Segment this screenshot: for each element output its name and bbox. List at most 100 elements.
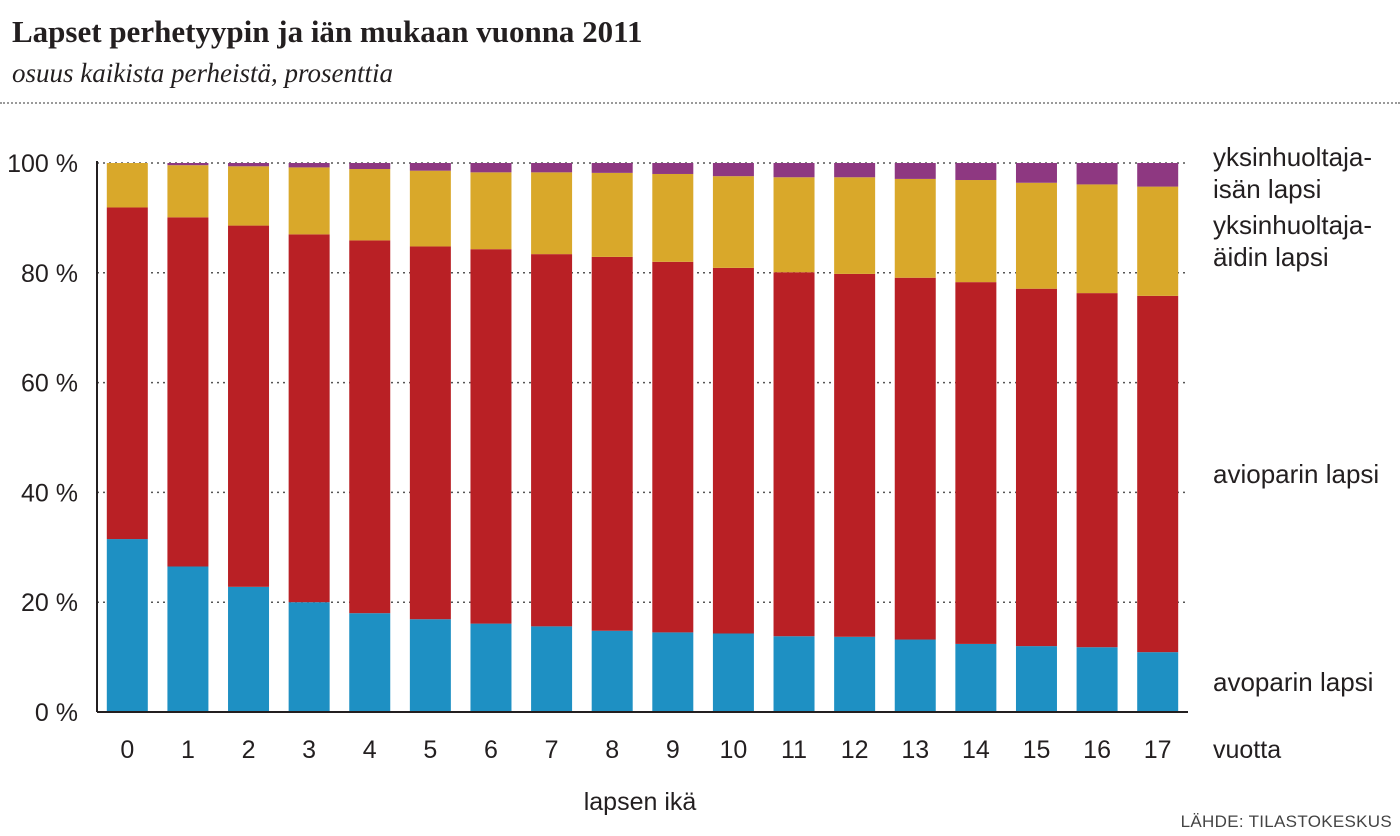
bar-segment <box>773 163 815 178</box>
bar-segment <box>591 256 633 631</box>
bar-segment <box>470 249 512 624</box>
bar-segment <box>288 163 330 168</box>
bar-segment <box>470 172 512 250</box>
bar-segment <box>773 272 815 637</box>
bar-segment <box>591 163 633 173</box>
bar-segment <box>1137 186 1179 296</box>
bar-segment <box>712 267 754 634</box>
y-tick-label: 60 % <box>21 370 78 398</box>
bar-segment <box>470 163 512 173</box>
chart-title: Lapset perhetyypin ja iän mukaan vuonna … <box>12 14 643 49</box>
bar-segment <box>106 539 148 712</box>
x-tick-label: 13 <box>901 736 929 764</box>
bar-segment <box>834 177 876 274</box>
bar-segment <box>531 254 573 627</box>
y-tick-label: 0 % <box>35 699 78 727</box>
x-tick-label: 12 <box>841 736 869 764</box>
bar-segment <box>409 170 451 247</box>
bar-segment <box>894 277 936 640</box>
bar-segment <box>712 163 754 177</box>
bar-segment <box>1076 163 1118 185</box>
x-tick-labels: 0 1 2 3 4 5 6 7 8 9 10 11 12 13 14 15 16 17 <box>120 736 1171 764</box>
bar-segment <box>1015 182 1057 289</box>
x-tick-label: 2 <box>242 736 256 764</box>
bar-segment <box>531 626 573 712</box>
bar-segment <box>773 636 815 712</box>
bar-segment <box>409 163 451 171</box>
bar-segment <box>349 613 391 712</box>
bar-segment <box>1076 184 1118 294</box>
bar-segment <box>652 261 694 633</box>
x-tick-label: 1 <box>181 736 195 764</box>
bar-segment <box>288 602 330 712</box>
header-divider <box>0 102 1400 104</box>
x-axis-title: lapsen ikä <box>584 788 697 816</box>
bar-segment <box>1137 295 1179 653</box>
bar-segment <box>712 176 754 268</box>
bar-segment <box>228 225 270 587</box>
x-tick-label: 0 <box>120 736 134 764</box>
bar-segment <box>652 632 694 712</box>
series-label: avioparin lapsi <box>1213 459 1379 489</box>
x-tick-label: 5 <box>423 736 437 764</box>
bar-segment <box>349 240 391 614</box>
bar-segment <box>591 630 633 712</box>
bar-segment <box>894 639 936 712</box>
bar-segment <box>228 163 270 167</box>
bar-segment <box>712 633 754 712</box>
series-label: yksinhuoltaja-isän lapsi <box>1213 142 1372 204</box>
x-tick-label: 15 <box>1023 736 1051 764</box>
series-label: yksinhuoltaja-äidin lapsi <box>1213 210 1372 272</box>
bar-segment <box>531 172 573 255</box>
bar-segment <box>288 167 330 235</box>
x-tick-label: 14 <box>962 736 990 764</box>
bar-segment <box>834 636 876 712</box>
x-tick-label: 4 <box>363 736 377 764</box>
grid-lines <box>97 162 1188 603</box>
bar-segment <box>1076 293 1118 648</box>
y-tick-label: 100 % <box>7 150 78 178</box>
bar-segment <box>349 169 391 241</box>
bars <box>106 163 1179 712</box>
bar-segment <box>1015 163 1057 183</box>
x-tick-label: 7 <box>545 736 559 764</box>
bar-segment <box>167 163 209 166</box>
bar-segment <box>167 165 209 218</box>
bar-segment <box>228 166 270 226</box>
bar-segment <box>106 207 148 540</box>
bar-segment <box>955 163 997 181</box>
bar-segment <box>470 623 512 712</box>
bar-segment <box>652 173 694 262</box>
bar-segment <box>106 163 148 208</box>
bar-segment <box>955 282 997 644</box>
bar-segment <box>1137 652 1179 712</box>
series-labels: avoparin lapsi avioparin lapsi yksinhuolta… <box>1213 142 1379 697</box>
x-tick-label: 6 <box>484 736 498 764</box>
y-tick-labels: 0 % 20 % 40 % 60 % 80 % 100 % <box>7 150 78 727</box>
bar-segment <box>1015 288 1057 647</box>
bar-segment <box>409 246 451 620</box>
bar-segment <box>228 586 270 712</box>
bar-segment <box>894 163 936 179</box>
x-unit-label: vuotta <box>1213 736 1281 764</box>
bar-segment <box>167 217 209 567</box>
bar-segment <box>1076 647 1118 712</box>
x-tick-label: 9 <box>666 736 680 764</box>
bar-segment <box>894 178 936 278</box>
bar-segment <box>288 234 330 603</box>
series-label: avoparin lapsi <box>1213 667 1373 697</box>
bar-segment <box>834 163 876 178</box>
bar-segment <box>955 643 997 712</box>
bar-segment <box>531 163 573 173</box>
bar-segment <box>834 273 876 637</box>
x-tick-label: 3 <box>302 736 316 764</box>
bar-segment <box>955 180 997 283</box>
bar-segment <box>349 163 391 170</box>
bar-segment <box>591 172 633 257</box>
source-credit: LÄHDE: TILASTOKESKUS <box>1180 812 1392 831</box>
bar-segment <box>773 177 815 273</box>
x-tick-label: 17 <box>1144 736 1172 764</box>
bar-segment <box>1015 646 1057 712</box>
bar-segment <box>652 163 694 174</box>
